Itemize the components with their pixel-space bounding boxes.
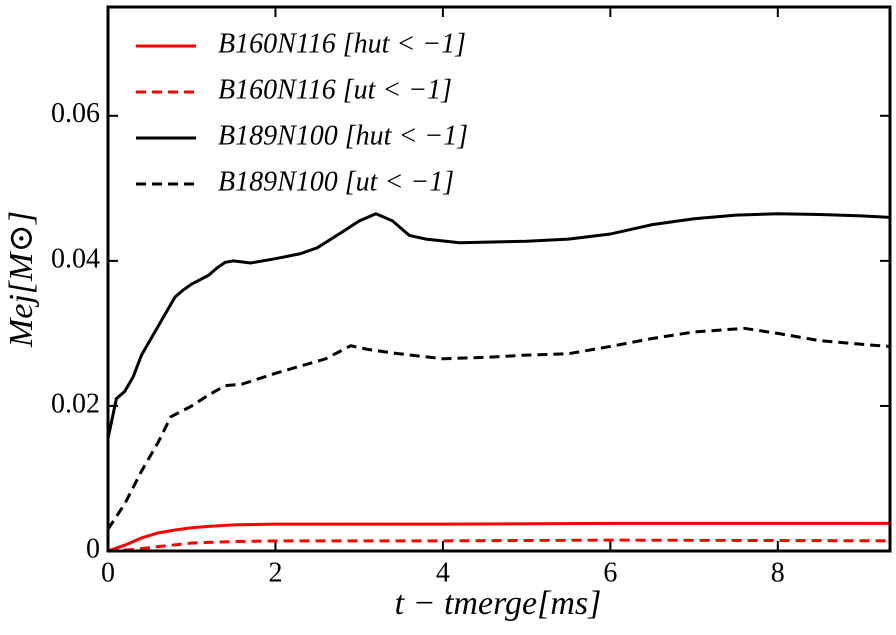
legend-label: B160N116 [hut < −1] <box>218 28 466 59</box>
x-tick-label: 0 <box>101 557 115 588</box>
x-tick-label: 8 <box>771 557 785 588</box>
y-tick-label: 0.04 <box>51 243 100 274</box>
line <box>108 326 890 531</box>
x-axis-label: t − tmerge[ms] <box>395 585 602 622</box>
line <box>108 538 890 551</box>
x-tick-label: 2 <box>268 557 282 588</box>
legend-label: B189N100 [ut < −1] <box>218 166 454 197</box>
x-tick-label: 6 <box>603 557 617 588</box>
line <box>108 212 890 439</box>
y-axis-label: Mej[M⊙] <box>3 211 40 348</box>
y-tick-label: 0 <box>86 533 100 564</box>
y-tick-label: 0.06 <box>51 98 100 129</box>
y-tick-label: 0.02 <box>51 388 100 419</box>
legend-label: B189N100 [hut < −1] <box>218 120 468 151</box>
legend-label: B160N116 [ut < −1] <box>218 74 452 105</box>
plot-frame <box>106 5 892 553</box>
line <box>108 521 890 551</box>
x-tick-label: 4 <box>436 557 450 588</box>
